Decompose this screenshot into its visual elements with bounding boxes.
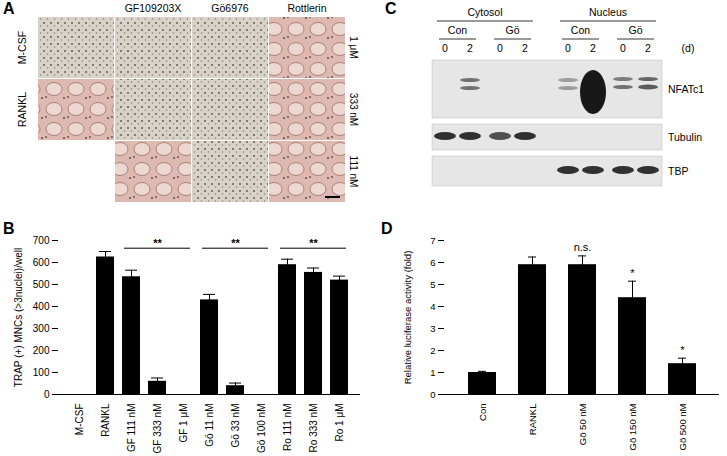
svg-text:Rottlerin: Rottlerin — [287, 2, 326, 14]
html-text:B: B — [3, 220, 15, 237]
svg-text:Gö 150 nM: Gö 150 nM — [627, 403, 638, 450]
svg-text:Relative luciferase activity (: Relative luciferase activity (fold) — [402, 251, 413, 385]
svg-text:6: 6 — [430, 257, 435, 268]
svg-text:300: 300 — [33, 323, 50, 334]
svg-text:Ro 1 μM: Ro 1 μM — [334, 404, 345, 442]
svg-text:0: 0 — [565, 42, 571, 54]
html-text:D: D — [381, 220, 393, 237]
svg-text:RANKL: RANKL — [527, 404, 538, 436]
svg-text:0: 0 — [430, 389, 435, 400]
svg-text:0: 0 — [497, 42, 503, 54]
svg-text:3: 3 — [430, 323, 435, 334]
svg-text:**: ** — [309, 237, 318, 249]
svg-text:Gö 50 nM: Gö 50 nM — [577, 403, 588, 445]
svg-text:Gö 33 nM: Gö 33 nM — [230, 404, 241, 448]
svg-text:RANKL: RANKL — [16, 92, 28, 127]
svg-text:1: 1 — [430, 367, 435, 378]
svg-text:*: * — [680, 344, 685, 356]
svg-text:200: 200 — [33, 345, 50, 356]
svg-text:Gö: Gö — [505, 24, 519, 36]
svg-text:Tubulin: Tubulin — [668, 131, 702, 143]
svg-text:Con: Con — [571, 24, 590, 36]
svg-text:2: 2 — [430, 345, 435, 356]
svg-text:(d): (d) — [682, 42, 695, 54]
svg-text:GF 1 μM: GF 1 μM — [178, 404, 189, 443]
svg-text:400: 400 — [33, 301, 50, 312]
svg-text:GF 333 nM: GF 333 nM — [152, 404, 163, 454]
svg-text:*: * — [630, 267, 635, 279]
svg-text:7: 7 — [430, 235, 435, 246]
svg-text:GF109203X: GF109203X — [125, 2, 182, 14]
svg-text:GF 111 nM: GF 111 nM — [126, 404, 137, 453]
svg-text:Con: Con — [477, 404, 488, 421]
svg-text:2: 2 — [522, 42, 528, 54]
svg-text:100: 100 — [33, 367, 50, 378]
svg-text:Gö 500 nM: Gö 500 nM — [677, 403, 688, 450]
svg-text:RANKL: RANKL — [100, 403, 111, 437]
svg-text:Cytosol: Cytosol — [467, 6, 502, 18]
svg-text:2: 2 — [645, 42, 651, 54]
svg-text:Ro 333 nM: Ro 333 nM — [308, 404, 319, 453]
svg-text:Ro 111 nM: Ro 111 nM — [282, 404, 293, 451]
svg-text:NFATc1: NFATc1 — [668, 83, 704, 95]
svg-text:Nucleus: Nucleus — [589, 6, 627, 18]
svg-text:**: ** — [153, 237, 162, 249]
svg-text:2: 2 — [590, 42, 596, 54]
svg-text:0: 0 — [44, 389, 50, 400]
svg-text:5: 5 — [430, 279, 435, 290]
svg-text:111 nM: 111 nM — [348, 156, 359, 188]
svg-text:1 μM: 1 μM — [348, 36, 359, 58]
svg-text:M-CSF: M-CSF — [16, 31, 28, 64]
svg-text:Gö 11 nM: Gö 11 nM — [204, 404, 215, 447]
svg-text:Gö: Gö — [628, 24, 642, 36]
svg-text:C: C — [385, 0, 397, 17]
svg-text:M-CSF: M-CSF — [74, 404, 85, 436]
svg-text:600: 600 — [33, 257, 50, 268]
svg-text:500: 500 — [33, 279, 50, 290]
svg-text:TBP: TBP — [668, 165, 688, 177]
svg-text:Gö6976: Gö6976 — [211, 2, 249, 14]
svg-text:700: 700 — [33, 235, 50, 246]
svg-text:Gö 100 nM: Gö 100 nM — [256, 404, 267, 453]
svg-text:2: 2 — [467, 42, 473, 54]
svg-text:A: A — [3, 0, 15, 17]
svg-text:4: 4 — [430, 301, 435, 312]
svg-text:**: ** — [231, 237, 240, 249]
svg-text:0: 0 — [442, 42, 448, 54]
svg-text:Con: Con — [448, 24, 467, 36]
svg-text:0: 0 — [620, 42, 626, 54]
svg-text:n.s.: n.s. — [574, 241, 592, 253]
svg-text:TRAP (+) MNCs (>3nuclei)/well: TRAP (+) MNCs (>3nuclei)/well — [13, 248, 24, 387]
svg-text:333 nM: 333 nM — [348, 93, 359, 126]
